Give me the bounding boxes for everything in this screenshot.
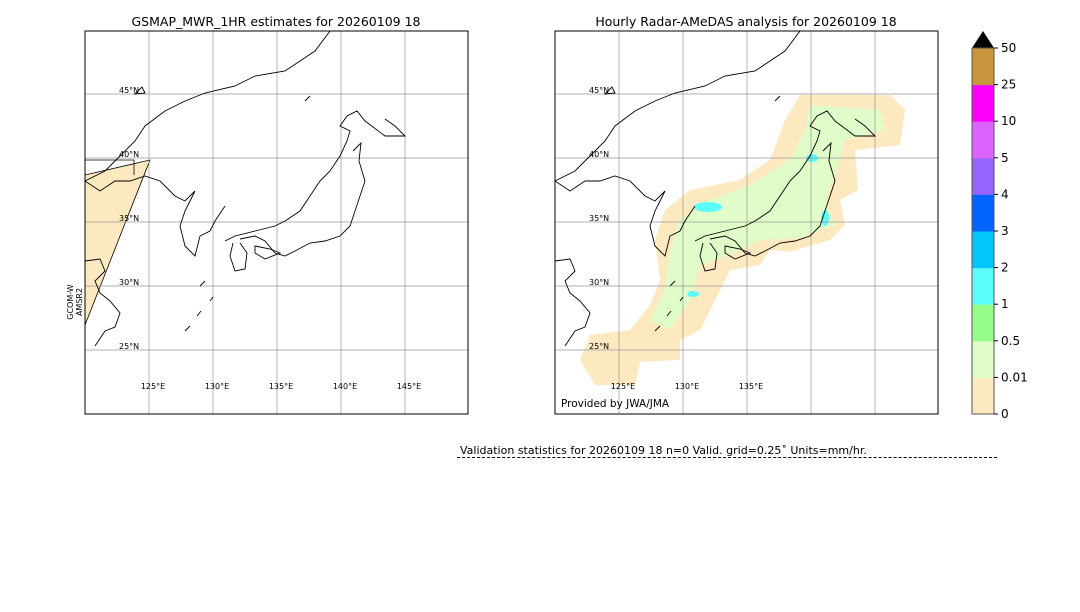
colorbar-tick-label: 5: [1001, 151, 1009, 165]
colorbar-tick-label: 0: [1001, 407, 1009, 421]
swath-coverage: [85, 159, 151, 326]
colorbar-segment: [972, 121, 994, 159]
validation-text: Validation statistics for 20260109 18 n=…: [460, 444, 867, 457]
right-lat-labels: 45°N 40°N 35°N 30°N 25°N: [589, 86, 609, 351]
svg-text:40°N: 40°N: [589, 150, 609, 159]
svg-text:145°E: 145°E: [397, 382, 421, 391]
svg-text:AMSR2: AMSR2: [75, 288, 84, 316]
colorbar-tick-label: 0.5: [1001, 334, 1020, 348]
svg-text:30°N: 30°N: [119, 278, 139, 287]
rain-moderate: [687, 154, 829, 297]
svg-text:25°N: 25°N: [589, 342, 609, 351]
colorbar-tick-label: 2: [1001, 261, 1009, 275]
colorbar-segment: [972, 340, 994, 378]
svg-text:45°N: 45°N: [589, 86, 609, 95]
left-lat-labels: 45°N 40°N 35°N 30°N 25°N: [119, 86, 139, 351]
colorbar-tick-label: 0.01: [1001, 370, 1028, 384]
colorbar: 0 0.01 0.5 1 2 3 4 5 10 25 50: [971, 31, 1028, 421]
right-lon-labels: 125°E 130°E 135°E: [611, 382, 763, 391]
right-map-title: Hourly Radar-AMeDAS analysis for 2026010…: [595, 14, 897, 29]
svg-text:35°N: 35°N: [119, 214, 139, 223]
svg-text:130°E: 130°E: [675, 382, 699, 391]
rain-light: [650, 105, 885, 330]
colorbar-segment: [972, 157, 994, 195]
svg-text:30°N: 30°N: [589, 278, 609, 287]
colorbar-tick-label: 1: [1001, 297, 1009, 311]
colorbar-tick-label: 50: [1001, 41, 1016, 55]
colorbar-segment: [972, 231, 994, 269]
colorbar-segment: [972, 304, 994, 342]
left-map: [85, 31, 468, 414]
credit-text: Provided by JWA/JMA: [561, 398, 670, 410]
colorbar-tick-label: 25: [1001, 78, 1016, 92]
colorbar-segment: [972, 48, 994, 86]
colorbar-segment: [972, 84, 994, 122]
colorbar-tick-label: 10: [1001, 114, 1016, 128]
svg-text:35°N: 35°N: [589, 214, 609, 223]
colorbar-tick-label: 4: [1001, 187, 1009, 201]
colorbar-extend-arrow: [972, 31, 994, 48]
left-map-title: GSMAP_MWR_1HR estimates for 20260109 18: [131, 14, 421, 29]
svg-text:140°E: 140°E: [333, 382, 357, 391]
colorbar-segment: [972, 267, 994, 305]
colorbar-segment: [972, 194, 994, 232]
validation-divider: [457, 457, 997, 458]
svg-text:135°E: 135°E: [269, 382, 293, 391]
sensor-label: GCOM-W AMSR2: [66, 284, 84, 320]
svg-text:40°N: 40°N: [119, 150, 139, 159]
svg-text:GCOM-W: GCOM-W: [66, 284, 75, 320]
svg-text:125°E: 125°E: [141, 382, 165, 391]
svg-text:135°E: 135°E: [739, 382, 763, 391]
right-map: [555, 31, 938, 414]
left-lon-labels: 125°E 130°E 135°E 140°E 145°E: [141, 382, 421, 391]
svg-text:125°E: 125°E: [611, 382, 635, 391]
svg-text:130°E: 130°E: [205, 382, 229, 391]
right-map-frame: [554, 30, 939, 415]
colorbar-tick-label: 3: [1001, 224, 1009, 238]
svg-text:25°N: 25°N: [119, 342, 139, 351]
left-map-frame: [84, 30, 469, 415]
svg-text:45°N: 45°N: [119, 86, 139, 95]
colorbar-segment: [972, 377, 994, 415]
